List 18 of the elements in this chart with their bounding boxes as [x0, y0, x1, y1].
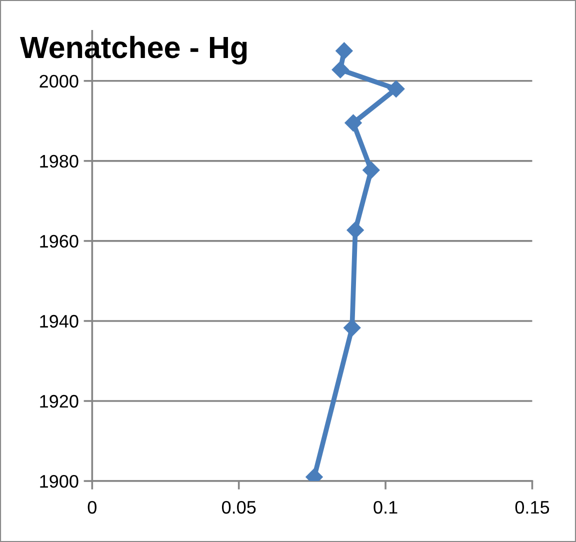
x-tick-label: 0.1 [374, 500, 398, 514]
point [388, 80, 405, 98]
y-tick-label: 1940 [40, 314, 78, 328]
point [336, 42, 353, 60]
x-tick-label: 0.15 [515, 500, 550, 514]
point [362, 162, 380, 179]
y-tick-label: 1900 [40, 474, 78, 488]
point [346, 222, 364, 239]
point [332, 61, 349, 78]
point [344, 114, 362, 132]
point [344, 319, 361, 336]
y-tick-label: 2000 [40, 74, 78, 88]
y-tick-label: 1920 [40, 394, 78, 408]
x-tick-label: 0 [88, 500, 96, 514]
chart-title: Wenatchee - Hg [20, 36, 247, 64]
x-tick-label: 0.05 [222, 500, 256, 514]
y-tick-label: 1960 [40, 234, 78, 248]
y-tick-label: 1980 [40, 154, 78, 168]
